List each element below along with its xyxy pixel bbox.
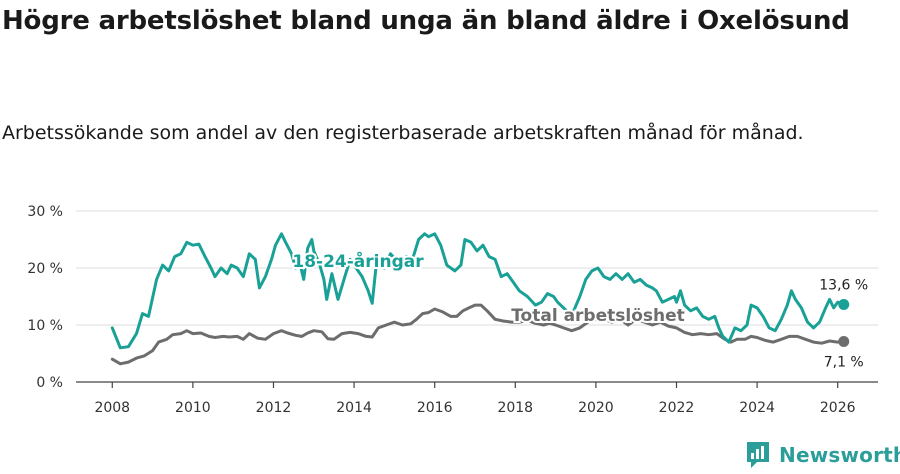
x-tick-label: 2024 xyxy=(739,400,775,416)
x-tick-label: 2014 xyxy=(336,400,372,416)
end-value-label-youth: 13,6 % xyxy=(819,277,868,293)
series-label-youth: 18-24-åringar xyxy=(292,250,424,272)
brand-name: Newsworthy xyxy=(779,443,900,467)
y-tick-label: 0 % xyxy=(36,375,63,391)
x-tick-label: 2026 xyxy=(820,400,856,416)
axes: 0 % 10 % 20 % 30 % 2008 2010 2012 2014 2016 2018 2… xyxy=(27,204,878,416)
y-tick-label: 10 % xyxy=(27,318,63,334)
x-tick-label: 2008 xyxy=(94,400,130,416)
series-label-total: Total arbetslöshet xyxy=(511,306,685,326)
brand-logo[interactable]: Newsworthy xyxy=(745,440,900,470)
x-tick-label: 2016 xyxy=(417,400,453,416)
series-line-youth xyxy=(110,232,846,350)
chart-subtitle: Arbetssökande som andel av den registerb… xyxy=(2,122,804,144)
chart-title: Högre arbetslöshet bland unga än bland ä… xyxy=(2,6,850,36)
x-tick-label: 2020 xyxy=(578,400,614,416)
y-tick-label: 30 % xyxy=(27,204,63,220)
newsworthy-logo-icon xyxy=(747,442,769,468)
x-tick-label: 2012 xyxy=(256,400,292,416)
x-tick-label: 2010 xyxy=(175,400,211,416)
series-line-total xyxy=(110,303,846,366)
series-labels: 18-24-åringar Total arbetslöshet 13,6 % 7,1… xyxy=(290,248,869,372)
x-tick-label: 2022 xyxy=(659,400,695,416)
end-value-label-total: 7,1 % xyxy=(824,355,864,371)
series-lines xyxy=(110,232,850,366)
series-end-dot-total xyxy=(838,336,850,348)
x-tick-label: 2018 xyxy=(497,400,533,416)
y-tick-label: 20 % xyxy=(27,261,63,277)
series-end-dot-youth xyxy=(838,298,850,310)
